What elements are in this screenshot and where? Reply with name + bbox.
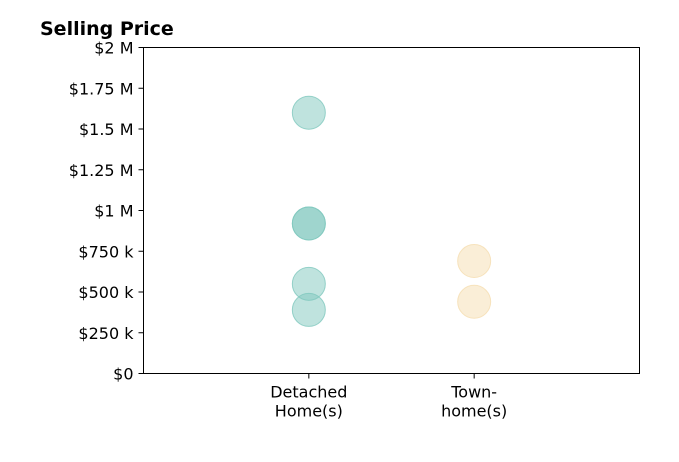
data-point bbox=[457, 244, 492, 279]
data-point bbox=[291, 292, 326, 327]
y-tick-label: $1.25 M bbox=[69, 161, 134, 180]
data-point bbox=[291, 206, 326, 241]
data-points bbox=[291, 95, 492, 327]
y-tick-label: $1.5 M bbox=[79, 120, 134, 139]
y-axis: $0 $250 k $500 k $750 k $1 M $1.25 M $1.5 M $1.… bbox=[69, 39, 144, 384]
x-tick-label: Town-home(s) bbox=[441, 383, 507, 421]
x-axis: Detached Home(s) Town-home(s) bbox=[270, 373, 507, 421]
y-tick-label: $1 M bbox=[94, 202, 133, 221]
y-tick-label: $250 k bbox=[78, 324, 134, 343]
plot-frame bbox=[143, 47, 640, 374]
y-tick-label: $750 k bbox=[78, 242, 134, 261]
x-tick-label: Detached Home(s) bbox=[270, 383, 347, 421]
chart-title: Selling Price bbox=[40, 18, 174, 40]
y-tick-label: $0 bbox=[113, 365, 133, 384]
y-tick-label: $500 k bbox=[78, 283, 134, 302]
y-tick-label: $2 M bbox=[94, 39, 133, 58]
data-point bbox=[457, 284, 492, 319]
y-tick-label: $1.75 M bbox=[69, 79, 134, 98]
data-point bbox=[291, 95, 326, 130]
